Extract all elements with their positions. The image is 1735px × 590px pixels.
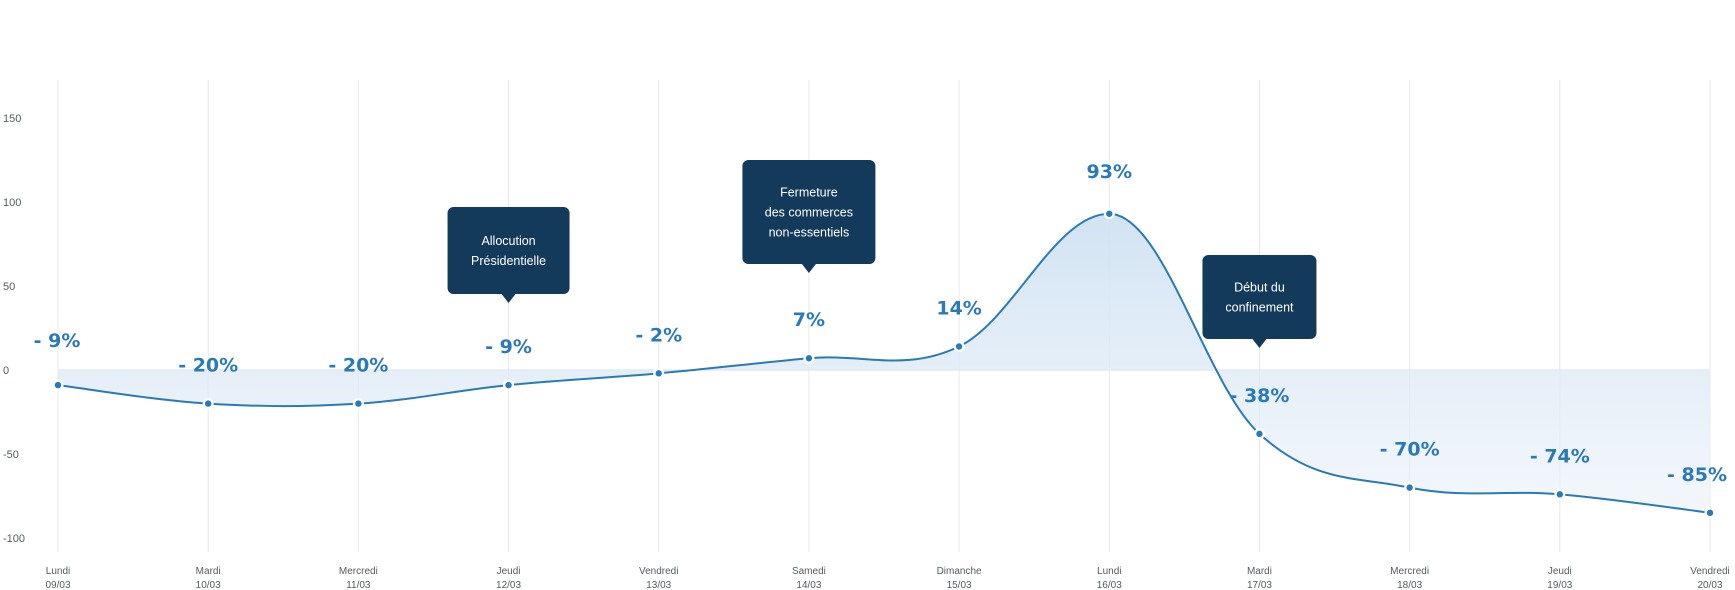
data-label: - 9% — [34, 330, 81, 352]
x-tick-date: 19/03 — [1547, 580, 1572, 590]
x-tick-date: 16/03 — [1097, 580, 1122, 590]
x-tick-day: Mardi — [1247, 566, 1272, 577]
data-label: - 74% — [1530, 445, 1590, 467]
callout-pointer — [1252, 339, 1267, 348]
data-label: - 20% — [328, 355, 388, 377]
callout-text: Présidentielle — [471, 254, 546, 268]
annotation-callouts: Allocution Présidentielle Fermeture des com… — [447, 160, 1317, 348]
data-point — [1556, 491, 1564, 498]
callout-text: Allocution — [481, 234, 535, 248]
data-point — [955, 343, 963, 350]
data-point — [655, 370, 662, 377]
data-point — [505, 381, 512, 389]
data-label: - 70% — [1380, 439, 1440, 461]
data-labels: - 9% - 20% - 20% - 9% - 2% 7% 14% 93% - 38% - 70%… — [34, 161, 1727, 486]
x-axis-ticks: Lundi 09/03 Mardi 10/03 Mercredi 11/03 Jeudi 12… — [45, 566, 1729, 590]
x-tick-date: 13/03 — [646, 580, 671, 590]
area-fill — [58, 213, 1710, 513]
data-point — [355, 400, 362, 407]
y-tick-label: 50 — [3, 281, 15, 293]
callout-text: des commerces — [765, 206, 853, 220]
x-tick-date: 10/03 — [196, 580, 221, 590]
data-point — [1106, 210, 1113, 217]
data-label: - 2% — [635, 324, 682, 346]
callout-text: Fermeture — [780, 186, 838, 200]
x-tick-date: 09/03 — [45, 580, 70, 590]
x-tick-day: Vendredi — [1690, 566, 1729, 577]
x-tick-day: Samedi — [792, 566, 826, 577]
series-area — [58, 213, 1710, 513]
data-point — [1706, 509, 1714, 516]
x-tick-day: Mercredi — [339, 566, 378, 577]
data-label: 14% — [936, 297, 981, 319]
x-tick-day: Dimanche — [937, 566, 982, 577]
callout-box — [1202, 255, 1317, 339]
callout-text: Début du — [1234, 281, 1285, 295]
data-label: - 38% — [1229, 385, 1289, 407]
data-label: 93% — [1087, 161, 1132, 183]
data-point — [805, 355, 813, 362]
data-label: - 9% — [485, 336, 532, 358]
annotation-callout: Début du confinement — [1202, 255, 1317, 348]
x-tick-day: Jeudi — [497, 566, 521, 577]
y-tick-label: 100 — [3, 197, 21, 209]
data-points — [52, 208, 1716, 519]
annotation-callout: Allocution Présidentielle — [447, 207, 570, 303]
x-tick-date: 11/03 — [346, 580, 371, 590]
y-tick-label: 0 — [3, 365, 9, 377]
x-tick-date: 17/03 — [1247, 580, 1272, 590]
callout-text: confinement — [1225, 301, 1294, 315]
callout-box — [742, 160, 876, 264]
x-tick-date: 12/03 — [496, 580, 521, 590]
y-tick-label: 150 — [3, 113, 21, 125]
x-tick-day: Mardi — [196, 566, 221, 577]
data-point — [54, 381, 62, 389]
callout-box — [447, 207, 570, 294]
data-label: - 85% — [1667, 464, 1727, 486]
x-tick-date: 14/03 — [796, 580, 821, 590]
y-tick-label: -100 — [3, 533, 25, 545]
x-tick-date: 15/03 — [947, 580, 972, 590]
annotation-callout: Fermeture des commerces non-essentiels — [742, 160, 876, 273]
x-tick-day: Lundi — [1097, 566, 1121, 577]
data-point — [1406, 484, 1413, 491]
y-axis-ticks: 150 100 50 0 -50 -100 — [3, 113, 25, 545]
callout-text: non-essentiels — [769, 226, 850, 240]
x-tick-day: Jeudi — [1548, 566, 1572, 577]
callout-pointer — [801, 264, 816, 273]
data-label: - 20% — [178, 355, 238, 377]
data-label: 7% — [793, 309, 825, 331]
x-tick-day: Vendredi — [639, 566, 678, 577]
x-tick-day: Mercredi — [1390, 566, 1429, 577]
x-tick-day: Lundi — [46, 566, 70, 577]
y-tick-label: -50 — [3, 449, 19, 461]
data-point — [204, 400, 212, 407]
x-tick-date: 20/03 — [1697, 580, 1722, 590]
callout-pointer — [501, 294, 516, 303]
data-point — [1256, 430, 1263, 438]
x-tick-date: 18/03 — [1397, 580, 1422, 590]
